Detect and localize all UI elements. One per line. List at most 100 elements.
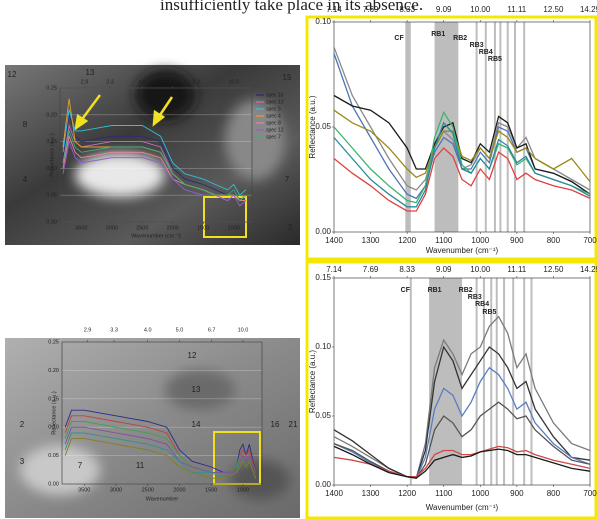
x2-tick-label: 4.0 [144, 327, 152, 333]
x2-tick-label: 9.09 [436, 5, 452, 14]
image-label: 16 [271, 420, 280, 429]
plot-area [334, 22, 590, 232]
plot-frame [59, 87, 253, 223]
x-tick-label: 1000 [228, 225, 240, 231]
x2-tick-label: 14.29 [580, 265, 597, 274]
x-tick-label: 1300 [362, 489, 380, 498]
annotation: RB5 [488, 56, 502, 63]
x2-tick-label: 5.0 [176, 327, 184, 333]
legend-label: spec 4 [266, 113, 281, 119]
y-tick-label: 0.20 [48, 368, 59, 374]
y-tick-label: 0.25 [48, 339, 59, 345]
body-text: insufficiently take place in its absence… [160, 0, 423, 14]
x-tick-label: 900 [510, 236, 524, 245]
x2-tick-label: 2.9 [81, 79, 89, 85]
x-tick-label: 1200 [398, 236, 416, 245]
y-tick-label: 0.10 [46, 166, 57, 172]
x2-tick-label: 7.69 [363, 5, 379, 14]
x-tick-label: 3000 [110, 487, 122, 493]
series-line [333, 121, 591, 208]
series-line [62, 139, 247, 207]
x2-tick-label: 3.3 [110, 327, 118, 333]
series-line [62, 129, 247, 202]
annotation: RB3 [470, 42, 484, 49]
annotation: RB1 [428, 287, 442, 294]
legend-label: spec 16 [266, 92, 284, 98]
panel-frame [305, 260, 597, 519]
x-tick-label: 1100 [435, 236, 453, 245]
annotation: CF [401, 287, 411, 294]
band [434, 22, 459, 232]
x-tick-label: 1300 [362, 236, 380, 245]
x-tick-label: 1000 [471, 236, 489, 245]
x2-tick-label: 10.0 [228, 79, 239, 85]
x2-tick-label: 12.50 [543, 265, 564, 274]
image-label: 12 [188, 351, 197, 360]
y-tick-label: 0.05 [315, 122, 331, 131]
image-label: 8 [23, 120, 28, 129]
y-tick-label: 0.05 [315, 411, 331, 420]
x-tick-label: 1100 [435, 489, 453, 498]
x-tick-label: 1500 [205, 487, 217, 493]
annotation: RB5 [482, 309, 496, 316]
x2-tick-label: 11.11 [507, 265, 526, 274]
y-axis-title: Reflectance (a.u.) [308, 350, 317, 413]
legend-label: spec 13 [266, 99, 284, 105]
image-label: 13 [192, 385, 201, 394]
x2-tick-label: 5.0 [169, 79, 177, 85]
y-tick-label: 0.15 [48, 396, 59, 402]
micrograph-texture [20, 370, 290, 500]
x2-tick-label: 7.14 [326, 5, 342, 14]
annotation: RB4 [479, 49, 493, 56]
band [405, 22, 411, 232]
annotation: RB3 [468, 294, 482, 301]
x2-tick-label: 10.0 [238, 327, 249, 333]
x-axis-title: Wavenumber (cm⁻¹) [426, 503, 499, 512]
x-tick-label: 1500 [197, 225, 209, 231]
y-tick-label: 0.00 [315, 480, 331, 489]
x-tick-label: 3500 [78, 487, 90, 493]
x2-tick-label: 14.29 [580, 5, 597, 14]
image-label: 21 [289, 420, 298, 429]
image-label: 4 [23, 175, 28, 184]
series-line [333, 46, 591, 191]
image-label: 3 [20, 457, 25, 466]
series-line [333, 445, 591, 479]
series-line [333, 94, 591, 195]
x2-tick-label: 9.09 [436, 265, 452, 274]
x2-tick-label: 8.33 [399, 5, 415, 14]
x-tick-label: 3000 [106, 225, 118, 231]
x2-tick-label: 3.3 [106, 79, 114, 85]
image-label: 14 [192, 420, 201, 429]
y-tick-label: 0.20 [46, 112, 57, 118]
image-label: 15 [283, 73, 292, 82]
y-tick-label: 0.05 [48, 453, 59, 459]
x-tick-label: 2500 [136, 225, 148, 231]
annotation: RB2 [453, 35, 467, 42]
x-tick-label: 2000 [173, 487, 185, 493]
x-tick-label: 1000 [471, 489, 489, 498]
x2-tick-label: 7.69 [363, 265, 379, 274]
x-tick-label: 1200 [398, 489, 416, 498]
panel-frame [305, 15, 597, 261]
y-axis-title: Reflectance (a.u.) [308, 95, 317, 158]
x-tick-label: 1400 [325, 236, 343, 245]
x2-tick-label: 7.14 [326, 265, 342, 274]
plot-frame [333, 277, 591, 486]
x-tick-label: 3500 [75, 225, 87, 231]
x2-tick-label: 6.7 [208, 327, 216, 333]
x-tick-label: 700 [583, 489, 597, 498]
x2-tick-label: 4.0 [138, 79, 146, 85]
series-line [333, 445, 591, 478]
micrograph-texture [75, 70, 285, 197]
image-label: 7 [285, 175, 290, 184]
annotation: RB1 [431, 31, 445, 38]
arrows [74, 94, 174, 131]
x-axis-title: Wavenumber [146, 496, 179, 502]
series-line [333, 147, 591, 212]
series-line [64, 438, 257, 479]
annotation: RB2 [459, 287, 473, 294]
image-label: 12 [8, 70, 17, 79]
image-label: 11 [136, 461, 145, 470]
